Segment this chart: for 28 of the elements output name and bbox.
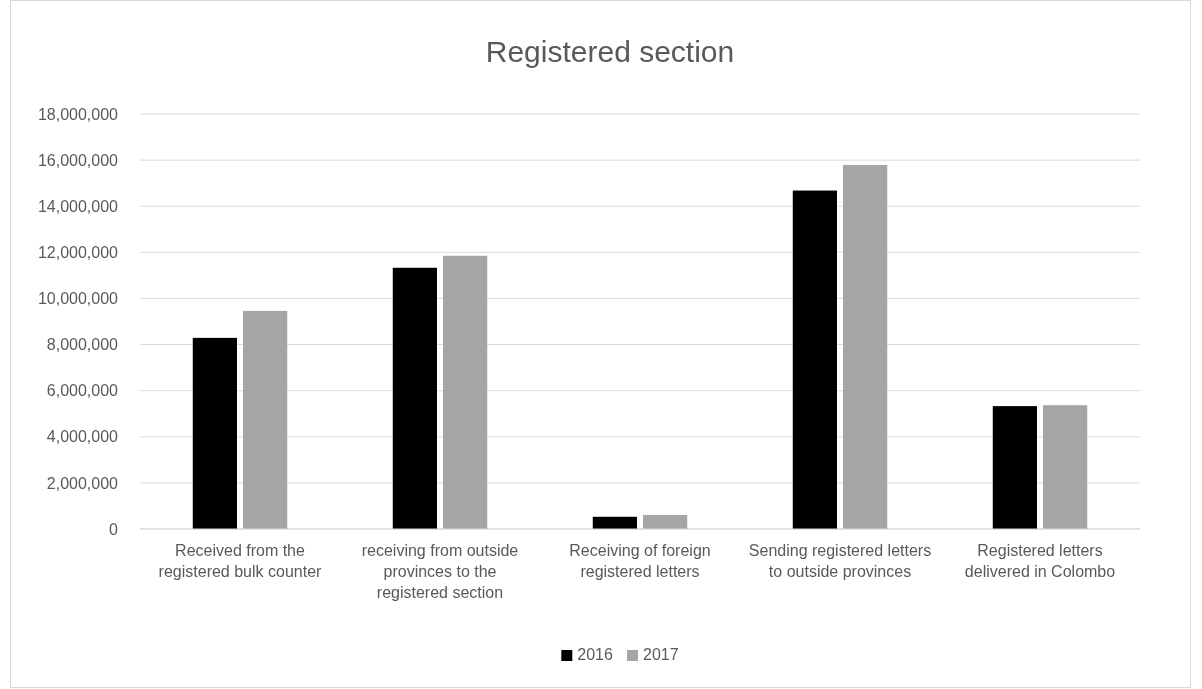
bar — [443, 255, 488, 529]
bar — [1043, 405, 1088, 529]
bar — [643, 514, 688, 529]
x-tick-label: Sending registered letters to outside provinces — [748, 542, 932, 580]
x-tick-label: receiving from outside provinces to the registered section — [361, 542, 519, 601]
chart-title: Registered section — [485, 35, 735, 68]
y-tick-label: 10,000,000 — [37, 290, 119, 308]
y-tick-label: 6,000,000 — [46, 382, 119, 400]
x-tick-label: Received from the registered bulk counter — [158, 542, 323, 580]
bar — [192, 337, 237, 529]
bar — [992, 406, 1037, 529]
bar — [243, 310, 288, 529]
y-tick-label: 12,000,000 — [37, 243, 119, 261]
y-tick-label: 0 — [109, 520, 119, 538]
x-tick-label: Receiving of foreign registered letters — [569, 542, 711, 580]
x-tick-label: Registered letters delivered in Colombo — [964, 542, 1116, 580]
bar — [843, 164, 888, 529]
bar — [592, 516, 637, 529]
bar — [792, 190, 837, 529]
y-tick-label: 18,000,000 — [37, 105, 119, 123]
y-tick-label: 4,000,000 — [46, 428, 119, 446]
y-tick-label: 2,000,000 — [46, 474, 119, 492]
y-tick-label: 16,000,000 — [37, 151, 119, 169]
y-tick-label: 8,000,000 — [46, 336, 119, 354]
legend-label: 2017 — [643, 646, 679, 663]
y-tick-label: 14,000,000 — [37, 197, 119, 215]
bar — [392, 267, 437, 529]
legend-label: 2016 — [577, 646, 613, 663]
